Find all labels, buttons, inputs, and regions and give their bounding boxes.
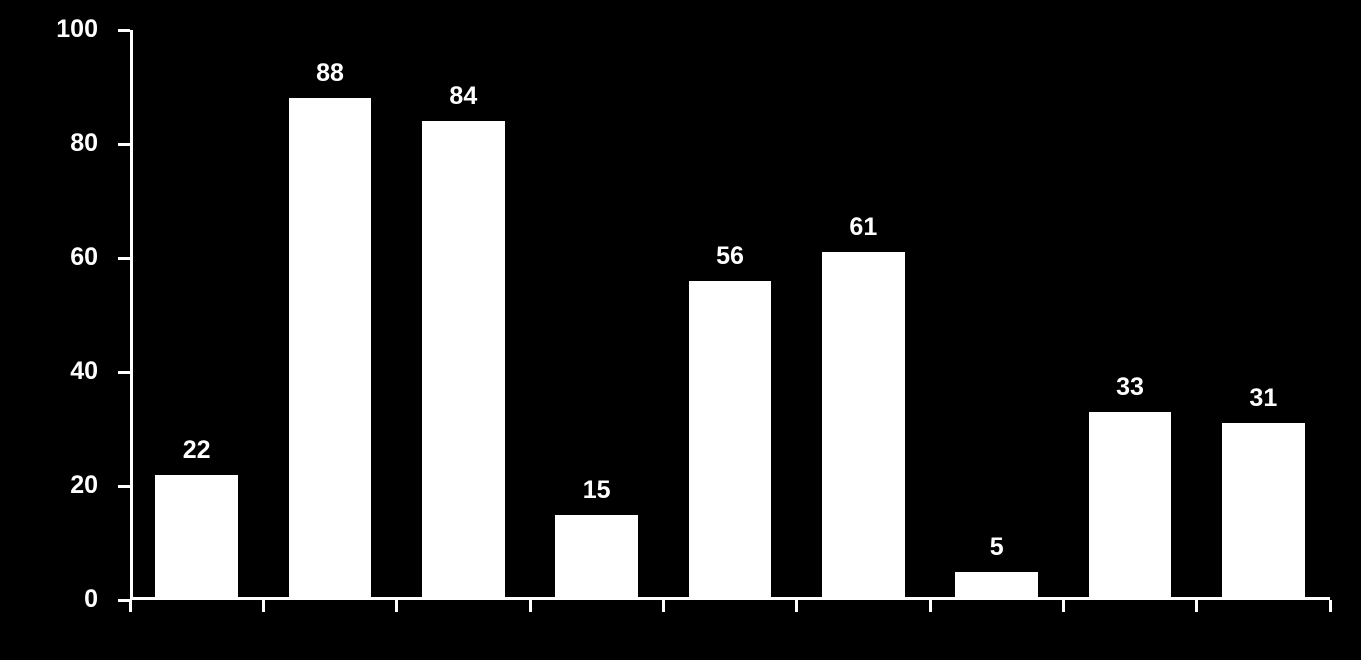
bar-value-label: 33 [1116,373,1144,402]
bar-chart: 22 88 84 15 56 61 5 33 31 0 20 40 60 80 100 [0,0,1361,660]
bar-value-label: 22 [183,436,211,465]
y-tick [118,257,130,260]
x-tick [129,600,132,612]
y-tick-label: 20 [0,471,98,500]
x-tick [529,600,532,612]
bar [155,475,238,600]
y-axis-line [130,30,133,600]
bar [955,572,1038,601]
x-tick [929,600,932,612]
x-tick [1062,600,1065,612]
bar-value-label: 5 [990,533,1004,562]
bar [1089,412,1172,600]
bar [555,515,638,601]
bar-value-label: 56 [716,242,744,271]
x-tick [662,600,665,612]
plot-area: 22 88 84 15 56 61 5 33 31 [130,30,1330,600]
bar-value-label: 15 [583,476,611,505]
bar [822,252,905,600]
bar [422,121,505,600]
bar [689,281,772,600]
y-tick [118,485,130,488]
bar-value-label: 84 [449,82,477,111]
y-tick-label: 100 [0,15,98,44]
bar-value-label: 88 [316,59,344,88]
x-tick [795,600,798,612]
bar [289,98,372,600]
x-tick [1329,600,1332,612]
bar-value-label: 31 [1249,384,1277,413]
x-tick [262,600,265,612]
y-tick [118,29,130,32]
bar [1222,423,1305,600]
x-tick [395,600,398,612]
y-tick [118,371,130,374]
y-tick-label: 40 [0,357,98,386]
y-tick-label: 80 [0,129,98,158]
bar-value-label: 61 [849,213,877,242]
x-tick [1195,600,1198,612]
y-tick [118,143,130,146]
y-tick-label: 60 [0,243,98,272]
y-tick-label: 0 [0,585,98,614]
